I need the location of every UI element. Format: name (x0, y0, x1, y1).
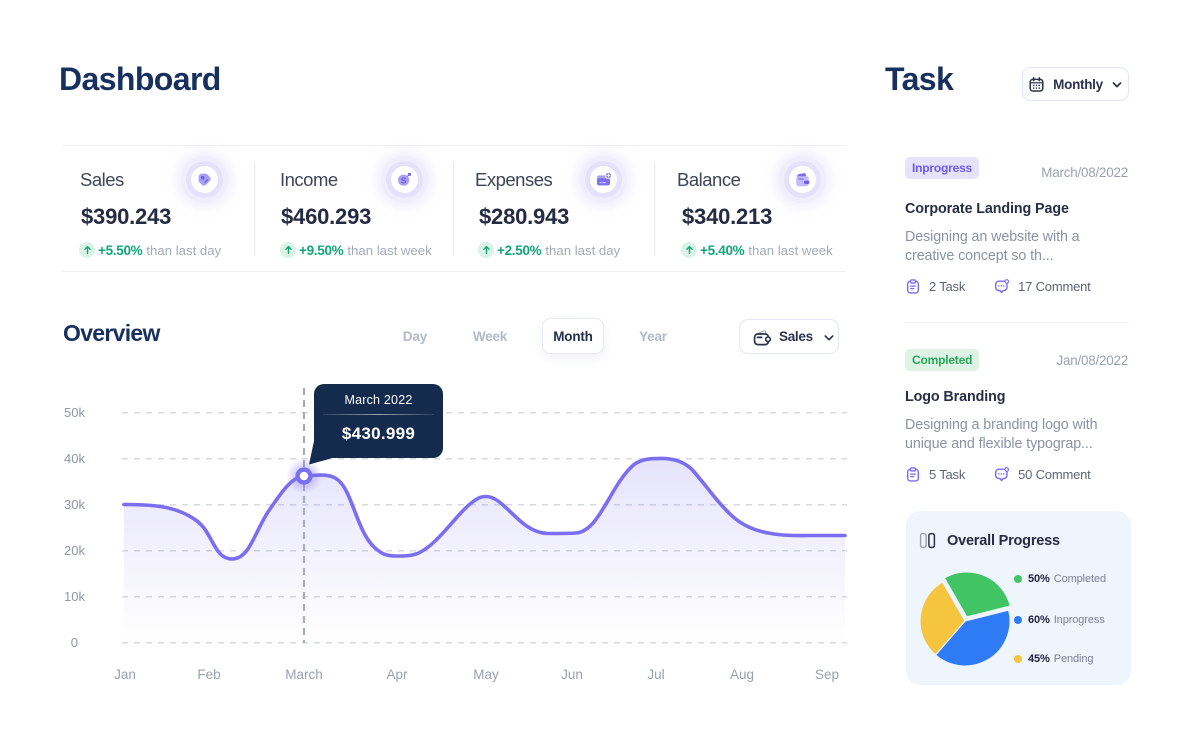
svg-text:S: S (401, 175, 407, 185)
svg-text:Jun: Jun (561, 667, 583, 682)
svg-text:Feb: Feb (197, 667, 220, 682)
svg-text:Jan: Jan (114, 667, 136, 682)
svg-text:30k: 30k (64, 497, 85, 512)
svg-text:Jul: Jul (647, 667, 664, 682)
svg-text:0: 0 (71, 635, 78, 650)
svg-text:50k: 50k (64, 405, 85, 420)
svg-text:20k: 20k (64, 543, 85, 558)
svg-text:Apr: Apr (386, 667, 408, 682)
svg-text:March: March (285, 667, 323, 682)
svg-text:40k: 40k (64, 451, 85, 466)
svg-text:Sep: Sep (815, 667, 839, 682)
svg-text:May: May (473, 667, 499, 682)
svg-text:10k: 10k (64, 589, 85, 604)
svg-text:Aug: Aug (730, 667, 754, 682)
